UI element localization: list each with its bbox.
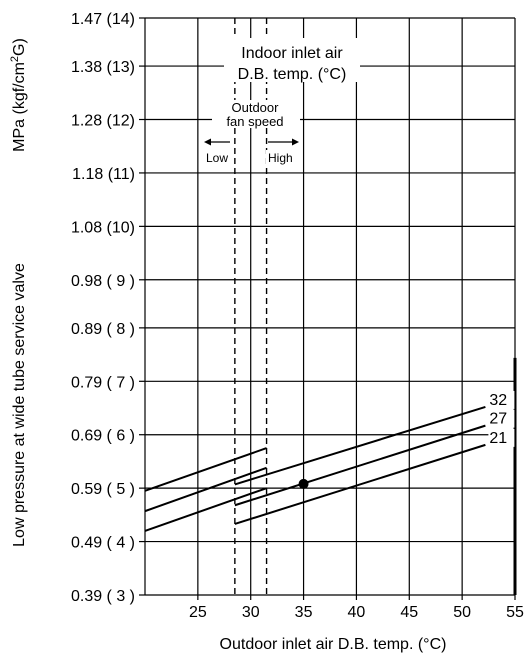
series-label-27: 27 <box>489 411 507 428</box>
y-tick-label: 1.47 (14) <box>71 11 135 28</box>
series-line-21 <box>234 443 486 525</box>
fan-low-label-bg <box>203 150 233 164</box>
y-tick-label: 0.69 ( 6 ) <box>71 428 135 445</box>
y-axis-unit-label: MPa (kgf/cm2G) <box>9 38 28 152</box>
y-unit-prefix: MPa (kgf/cm <box>11 62 28 152</box>
fan-high-label: High <box>268 151 293 165</box>
fan-speed-title-box <box>212 100 300 128</box>
y-tick-label: 1.18 (11) <box>72 166 135 183</box>
y-tick-label: 0.39 ( 3 ) <box>71 588 135 605</box>
y-unit-suffix: G) <box>11 38 28 56</box>
series-group: 32 27 21 <box>144 390 515 532</box>
x-tick-label: 25 <box>189 604 207 621</box>
x-tick-label: 40 <box>348 604 366 621</box>
y-unit-superscript: 2 <box>9 56 21 62</box>
marker-point <box>298 478 309 489</box>
legend-title-line2: D.B. temp. (°C) <box>238 66 347 83</box>
y-tick-label: 0.89 ( 8 ) <box>71 321 135 338</box>
fan-low-arrowhead <box>204 138 211 146</box>
legend-title-box <box>224 38 360 82</box>
x-tick-label: 35 <box>295 604 313 621</box>
y-tick-label: 1.28 (12) <box>71 113 135 130</box>
series-line-32 <box>234 405 486 486</box>
y-tick-labels: 0.39 ( 3 ) 0.49 ( 4 ) 0.59 ( 5 ) 0.69 ( 6 )… <box>71 11 135 605</box>
series-line-21 <box>144 487 267 532</box>
x-tick-label: 55 <box>506 604 524 621</box>
series-label-bg <box>488 390 515 409</box>
grid <box>139 17 517 600</box>
series-line-27 <box>144 466 267 513</box>
fan-low-label: Low <box>206 151 228 165</box>
y-tick-label: 1.38 (13) <box>71 59 135 76</box>
x-tick-labels: 25 30 35 40 45 50 55 <box>189 604 524 621</box>
x-axis-label: Outdoor inlet air D.B. temp. (°C) <box>220 636 447 653</box>
y-axis-label-main: Low pressure at wide tube service valve <box>11 263 28 547</box>
fan-high-arrowhead <box>292 138 299 146</box>
fan-speed-title-line1: Outdoor <box>232 100 280 115</box>
fan-speed-title-line2: fan speed <box>226 114 283 129</box>
y-tick-label: 0.59 ( 5 ) <box>71 481 135 498</box>
y-tick-label: 1.08 (10) <box>71 219 135 236</box>
series-label-32: 32 <box>489 392 507 409</box>
x-tick-label: 50 <box>453 604 471 621</box>
y-tick-label: 0.79 ( 7 ) <box>71 374 135 391</box>
y-axis-label: Low pressure at wide tube service valve <box>11 263 28 547</box>
fan-high-label-bg <box>266 150 300 164</box>
y-tick-label: 0.49 ( 4 ) <box>71 535 135 552</box>
series-label-bg <box>488 409 515 428</box>
x-tick-label: 30 <box>242 604 260 621</box>
x-tick-label: 45 <box>400 604 418 621</box>
series-line-32 <box>144 447 267 492</box>
series-label-bg <box>488 428 515 447</box>
y-tick-label: 0.98 ( 9 ) <box>71 273 135 290</box>
series-label-21: 21 <box>489 430 507 447</box>
legend-title-line1: Indoor inlet air <box>241 45 343 62</box>
series-line-27 <box>234 424 486 507</box>
